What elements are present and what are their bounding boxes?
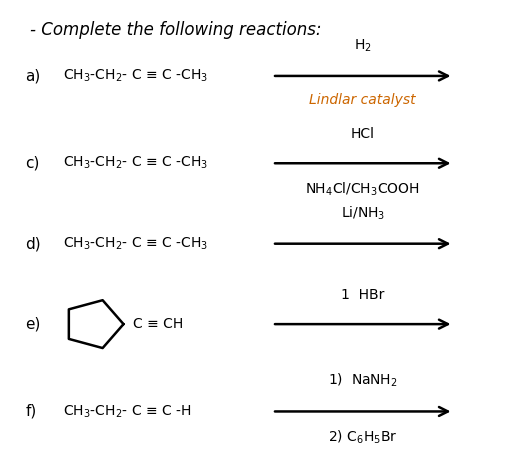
Text: 1)  NaNH$_2$: 1) NaNH$_2$ <box>328 372 398 389</box>
Text: C ≡ CH: C ≡ CH <box>133 317 183 331</box>
Text: CH$_3$-CH$_2$- C ≡ C -CH$_3$: CH$_3$-CH$_2$- C ≡ C -CH$_3$ <box>63 68 208 84</box>
Text: e): e) <box>25 317 41 332</box>
Text: d): d) <box>25 236 41 251</box>
Text: Lindlar catalyst: Lindlar catalyst <box>309 93 416 107</box>
Text: HCl: HCl <box>351 127 375 141</box>
Text: CH$_3$-CH$_2$- C ≡ C -CH$_3$: CH$_3$-CH$_2$- C ≡ C -CH$_3$ <box>63 155 208 172</box>
Text: 1  HBr: 1 HBr <box>341 288 384 302</box>
Text: 2) C$_6$H$_5$Br: 2) C$_6$H$_5$Br <box>328 429 397 446</box>
Text: H$_2$: H$_2$ <box>354 38 372 54</box>
Text: Li/NH$_3$: Li/NH$_3$ <box>341 204 385 222</box>
Text: CH$_3$-CH$_2$- C ≡ C -H: CH$_3$-CH$_2$- C ≡ C -H <box>63 403 192 420</box>
Text: CH$_3$-CH$_2$- C ≡ C -CH$_3$: CH$_3$-CH$_2$- C ≡ C -CH$_3$ <box>63 235 208 252</box>
Text: NH$_4$Cl/CH$_3$COOH: NH$_4$Cl/CH$_3$COOH <box>305 181 420 198</box>
Text: c): c) <box>25 156 40 171</box>
Text: f): f) <box>25 404 36 419</box>
Text: a): a) <box>25 68 41 83</box>
Text: - Complete the following reactions:: - Complete the following reactions: <box>30 21 322 39</box>
